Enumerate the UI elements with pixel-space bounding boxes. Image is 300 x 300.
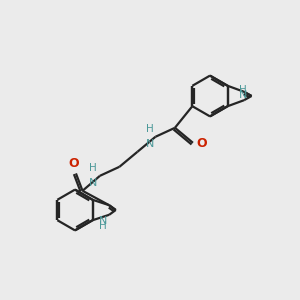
Text: H: H <box>99 221 107 231</box>
Text: N: N <box>98 216 107 226</box>
Text: O: O <box>196 137 207 150</box>
Text: O: O <box>68 158 79 170</box>
Text: H: H <box>239 85 247 95</box>
Text: N: N <box>239 90 247 100</box>
Text: N: N <box>88 178 97 188</box>
Text: H: H <box>146 124 154 134</box>
Text: N: N <box>146 139 154 148</box>
Text: H: H <box>89 164 97 173</box>
